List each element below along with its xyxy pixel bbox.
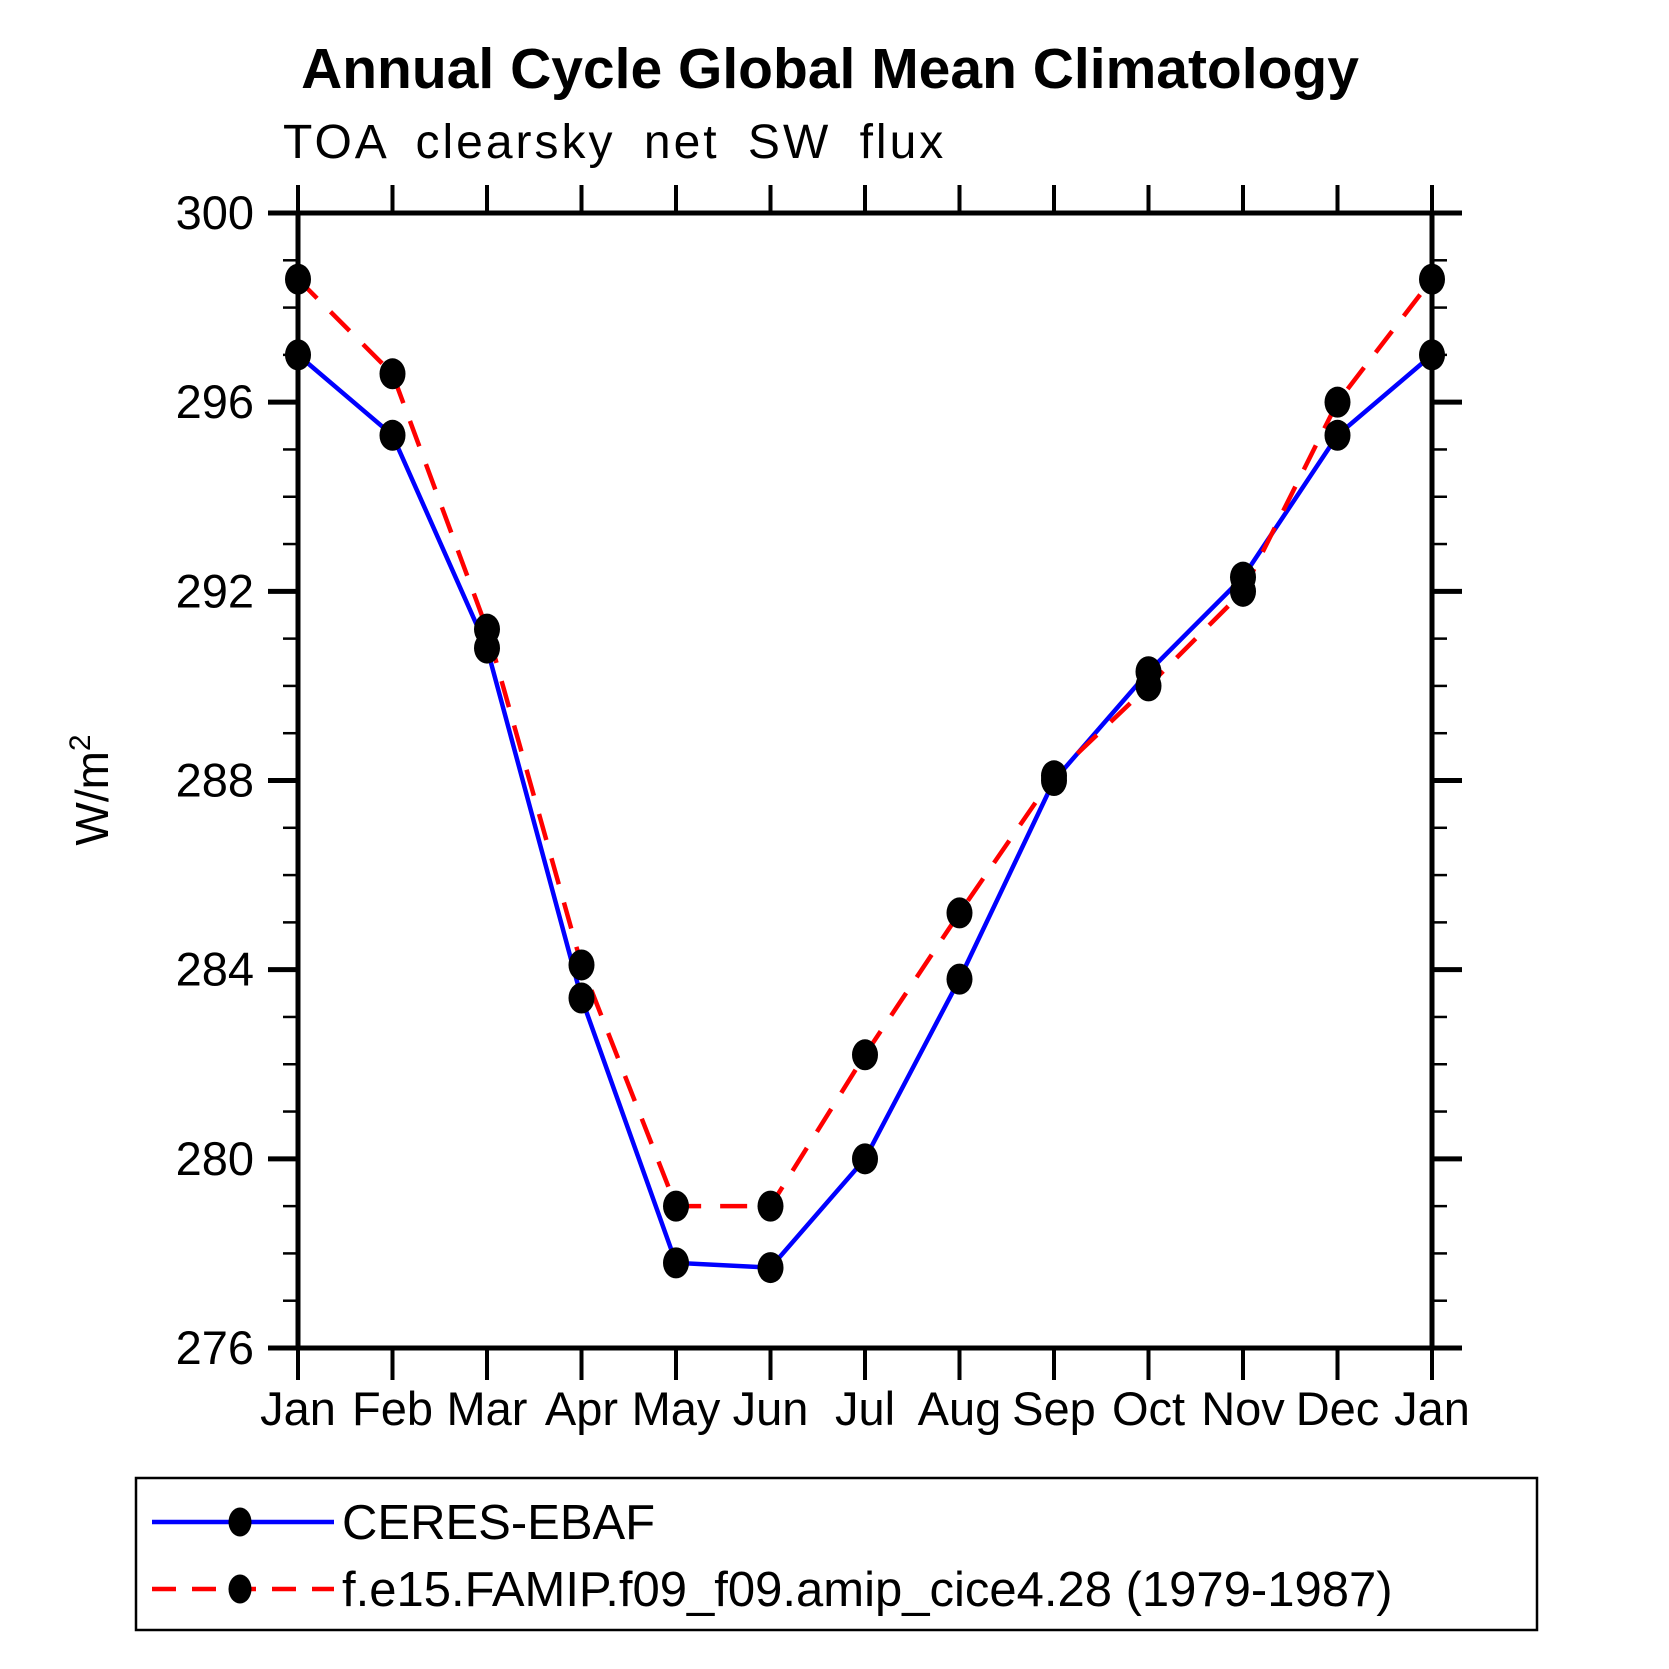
legend: CERES-EBAF f.e15.FAMIP.f09_f09.amip_cice4… xyxy=(134,1476,1539,1632)
data-point-series0-may-4 xyxy=(663,1247,689,1279)
data-point-series0-dec-11 xyxy=(1324,419,1351,451)
x-month-label: Dec xyxy=(1296,1382,1380,1435)
data-point-series1-jan-12 xyxy=(1419,263,1445,295)
y-tick-label: 296 xyxy=(176,375,254,428)
x-month-label: Sep xyxy=(1012,1382,1096,1435)
y-tick-label: 276 xyxy=(176,1321,254,1374)
chart-title: Annual Cycle Global Mean Climatology xyxy=(301,37,1359,101)
x-month-label: Apr xyxy=(545,1382,618,1435)
data-point-series0-aug-7 xyxy=(946,963,973,995)
y-axis-label-text: W/m2 xyxy=(64,734,118,845)
legend-marker-1 xyxy=(228,1574,252,1604)
y-tick-label: 280 xyxy=(176,1132,254,1185)
data-point-series1-apr-3 xyxy=(568,949,595,981)
data-point-series1-oct-9 xyxy=(1135,670,1162,702)
legend-label-0: CERES-EBAF xyxy=(342,1496,655,1550)
chart-subtitle: TOA clearsky net SW flux xyxy=(283,116,946,169)
data-point-series0-feb-1 xyxy=(379,419,406,451)
data-point-series1-jul-6 xyxy=(852,1039,878,1071)
data-point-series1-dec-11 xyxy=(1324,386,1351,418)
legend-label-1: f.e15.FAMIP.f09_f09.amip_cice4.28 (1979-… xyxy=(342,1563,1393,1617)
data-point-series1-nov-10 xyxy=(1230,575,1256,607)
x-month-label: May xyxy=(632,1382,721,1435)
data-point-series1-feb-1 xyxy=(379,358,406,390)
x-month-label: Jun xyxy=(733,1382,809,1435)
plot-frame xyxy=(295,210,1435,1351)
legend-marker-0 xyxy=(228,1507,252,1537)
data-point-series1-may-4 xyxy=(663,1190,689,1222)
x-month-label: Mar xyxy=(447,1382,528,1435)
data-point-series0-jan-0 xyxy=(285,339,311,371)
x-month-label: Nov xyxy=(1201,1382,1285,1435)
x-month-label: Aug xyxy=(918,1382,1002,1435)
x-month-label: Jan xyxy=(260,1382,336,1435)
y-tick-label: 284 xyxy=(176,943,254,996)
x-month-label: Oct xyxy=(1112,1382,1185,1435)
series-line-0 xyxy=(296,353,1434,1270)
data-point-series0-jan-12 xyxy=(1419,339,1445,371)
data-point-series0-jul-6 xyxy=(852,1143,878,1175)
plot-area: 276 280 284 288 292 296 300 Jan Feb Mar Apr May Jun J… xyxy=(176,185,1470,1435)
data-point-series1-sep-8 xyxy=(1041,760,1067,792)
y-tick-label: 300 xyxy=(176,186,254,239)
y-tick-label: 292 xyxy=(176,564,254,617)
data-point-series0-apr-3 xyxy=(568,982,595,1014)
data-point-series0-jun-5 xyxy=(757,1252,784,1284)
data-point-series1-jan-0 xyxy=(285,263,311,295)
x-month-label: Jan xyxy=(1394,1382,1470,1435)
y-axis-label: W/m2 xyxy=(64,734,118,845)
x-month-label: Feb xyxy=(352,1382,433,1435)
legend-box xyxy=(134,1476,1539,1632)
x-month-label: Jul xyxy=(835,1382,895,1435)
y-tick-label: 288 xyxy=(176,754,254,807)
data-point-series1-jun-5 xyxy=(757,1190,784,1222)
data-point-series1-mar-2 xyxy=(474,613,500,645)
data-point-series1-aug-7 xyxy=(946,897,973,929)
